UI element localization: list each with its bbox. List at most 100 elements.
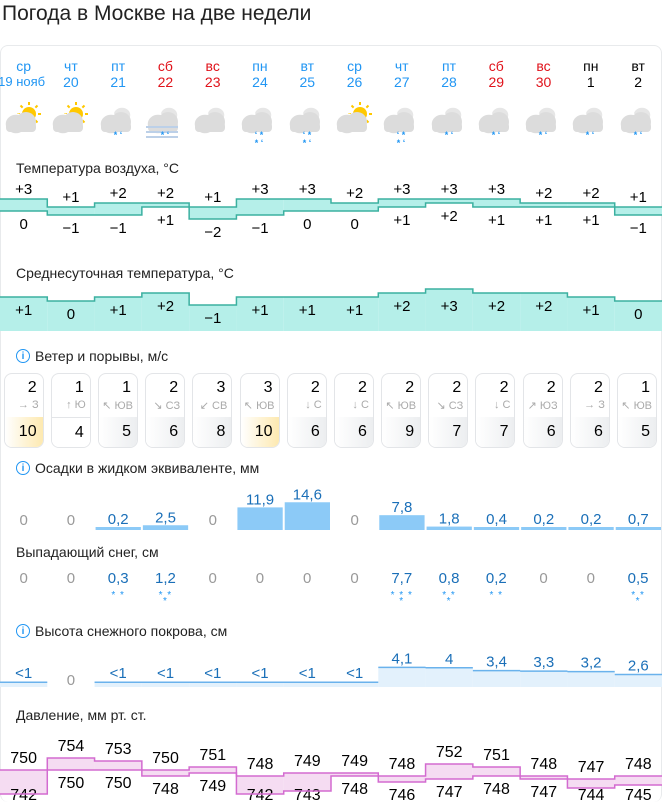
precip-value: 7,8 bbox=[391, 499, 412, 516]
day-column[interactable]: пн 24 bbox=[236, 58, 283, 90]
precip-value: 1,8 bbox=[439, 511, 460, 528]
page-title: Погода в Москве на две недели bbox=[2, 2, 312, 25]
snow-depth-bar bbox=[520, 671, 568, 687]
snowflake-icon: * * bbox=[489, 590, 504, 601]
avg-temp-band bbox=[378, 293, 426, 331]
avg-temp-value: +1 bbox=[252, 302, 269, 319]
svg-text:* ʻ: * ʻ bbox=[444, 130, 453, 140]
snowfall-value: 0,3 bbox=[107, 570, 129, 587]
pressure-min: 745 bbox=[625, 787, 652, 802]
temp-min: +2 bbox=[441, 208, 458, 225]
svg-text:* ʻ: * ʻ bbox=[586, 130, 595, 140]
day-column[interactable]: пн 1 bbox=[567, 58, 614, 90]
temp-band bbox=[189, 207, 237, 219]
pressure-band bbox=[236, 776, 284, 794]
snowfall-cell: 0 bbox=[47, 570, 94, 605]
day-column[interactable]: вс 23 bbox=[189, 58, 236, 90]
info-icon[interactable]: i bbox=[16, 349, 30, 363]
temp-min: +1 bbox=[488, 212, 505, 229]
cloudy-light-snow-rain-icon: * ʻ bbox=[425, 102, 472, 148]
svg-text:* ʻ: * ʻ bbox=[161, 130, 170, 140]
snowfall-row: 0 0 0,3 * * 1,2 * * * 0 0 0 0 7,7 * * * * 0,8 * * * 0,… bbox=[0, 570, 662, 607]
avg-temp-band bbox=[47, 301, 95, 331]
info-icon[interactable]: i bbox=[16, 624, 30, 638]
temp-min: +1 bbox=[535, 212, 552, 229]
day-column[interactable]: ср 19 нояб bbox=[0, 58, 47, 90]
day-column[interactable]: вс 30 bbox=[520, 58, 567, 90]
wind-card[interactable]: 2 → З 10 bbox=[3, 373, 44, 448]
temp-max: +2 bbox=[110, 185, 127, 202]
info-icon[interactable]: i bbox=[16, 461, 30, 475]
pressure-band bbox=[425, 764, 473, 779]
temp-max: +3 bbox=[441, 181, 458, 198]
wind-gust: 8 bbox=[193, 417, 232, 447]
wind-card[interactable]: 2 ↓ С 7 bbox=[475, 373, 516, 448]
day-date: 29 bbox=[488, 74, 505, 90]
snowflake-icon: * * * bbox=[158, 590, 173, 607]
temp-max: +2 bbox=[346, 185, 363, 202]
avg-temp-value: +2 bbox=[488, 298, 505, 315]
wind-speed: 2 bbox=[358, 379, 367, 396]
snow-depth-value: <1 bbox=[15, 665, 32, 682]
day-column[interactable]: пт 21 bbox=[95, 58, 142, 90]
wind-card[interactable]: 1 ↖ ЮВ 5 bbox=[617, 373, 658, 448]
wind-direction: ↓ С bbox=[305, 399, 322, 411]
avg-temp-band bbox=[141, 293, 190, 331]
wind-card[interactable]: 2 → З 6 bbox=[569, 373, 610, 448]
day-date: 1 bbox=[586, 74, 595, 90]
wind-card[interactable]: 1 ↖ ЮВ 5 bbox=[97, 373, 138, 448]
day-date: 27 bbox=[393, 74, 410, 90]
precipitation-label[interactable]: i Осадки в жидком эквиваленте, мм bbox=[16, 460, 259, 476]
snow-depth-value: 3,4 bbox=[486, 654, 507, 671]
snowfall-value: 0 bbox=[208, 570, 217, 587]
wind-card[interactable]: 2 ↘ СЗ 7 bbox=[428, 373, 469, 448]
day-column[interactable]: ср 26 bbox=[331, 58, 378, 90]
snowfall-label: Выпадающий снег, см bbox=[16, 544, 159, 560]
snowfall-value: 0 bbox=[539, 570, 548, 587]
wind-label[interactable]: i Ветер и порывы, м/с bbox=[16, 348, 168, 364]
snowfall-cell: 0 bbox=[236, 570, 283, 605]
pressure-min: 748 bbox=[483, 781, 510, 798]
day-date: 2 bbox=[634, 74, 642, 90]
day-column[interactable]: сб 22 bbox=[142, 58, 189, 90]
pressure-chart: 7507427547507537507507487517497487427497… bbox=[0, 738, 662, 802]
partly-cloudy-sun-icon bbox=[47, 102, 94, 148]
day-column[interactable]: вт 25 bbox=[284, 58, 331, 90]
wind-card[interactable]: 1 ↑ Ю 4 bbox=[50, 373, 91, 448]
wind-direction: ↖ ЮВ bbox=[385, 400, 417, 412]
wind-gust: 6 bbox=[334, 417, 373, 447]
day-name: ср bbox=[16, 58, 32, 74]
snow-depth-bar bbox=[472, 670, 521, 687]
pressure-band bbox=[331, 773, 379, 776]
avg-temp-band bbox=[472, 293, 521, 331]
day-column[interactable]: пт 28 bbox=[425, 58, 472, 90]
pressure-min: 750 bbox=[105, 775, 132, 792]
day-name: пт bbox=[442, 58, 457, 74]
snowfall-cell: 0 bbox=[331, 570, 378, 605]
pressure-max: 749 bbox=[294, 753, 321, 770]
wind-gust: 7 bbox=[476, 417, 515, 447]
snow-depth-bar bbox=[94, 682, 142, 687]
wind-card[interactable]: 2 ↓ С 6 bbox=[333, 373, 374, 448]
day-column[interactable]: сб 29 bbox=[473, 58, 520, 90]
wind-card[interactable]: 3 ↖ ЮВ 10 bbox=[239, 373, 280, 448]
wind-card[interactable]: 2 ↓ С 6 bbox=[286, 373, 327, 448]
wind-card[interactable]: 2 ↗ ЮЗ 6 bbox=[522, 373, 563, 448]
day-column[interactable]: чт 27 bbox=[378, 58, 425, 90]
day-column[interactable]: вт 2 bbox=[614, 58, 661, 90]
wind-direction: ↘ СЗ bbox=[153, 400, 181, 412]
snow-depth-label[interactable]: i Высота снежного покрова, см bbox=[16, 623, 227, 639]
wind-card[interactable]: 2 ↘ СЗ 6 bbox=[145, 373, 186, 448]
snow-depth-bar bbox=[236, 682, 284, 687]
cloudy-icon bbox=[189, 102, 236, 148]
precip-bar bbox=[237, 507, 283, 530]
snowfall-value: 0,8 bbox=[438, 570, 460, 587]
wind-card[interactable]: 2 ↖ ЮВ 9 bbox=[381, 373, 422, 448]
snowfall-cell: 0 bbox=[0, 570, 47, 605]
snow-depth-value: 4 bbox=[445, 651, 453, 668]
wind-card[interactable]: 3 ↙ СВ 8 bbox=[192, 373, 233, 448]
snow-depth-bar bbox=[0, 682, 48, 687]
day-column[interactable]: чт 20 bbox=[47, 58, 94, 90]
wind-gust: 6 bbox=[570, 417, 609, 447]
pressure-max: 748 bbox=[625, 756, 652, 773]
